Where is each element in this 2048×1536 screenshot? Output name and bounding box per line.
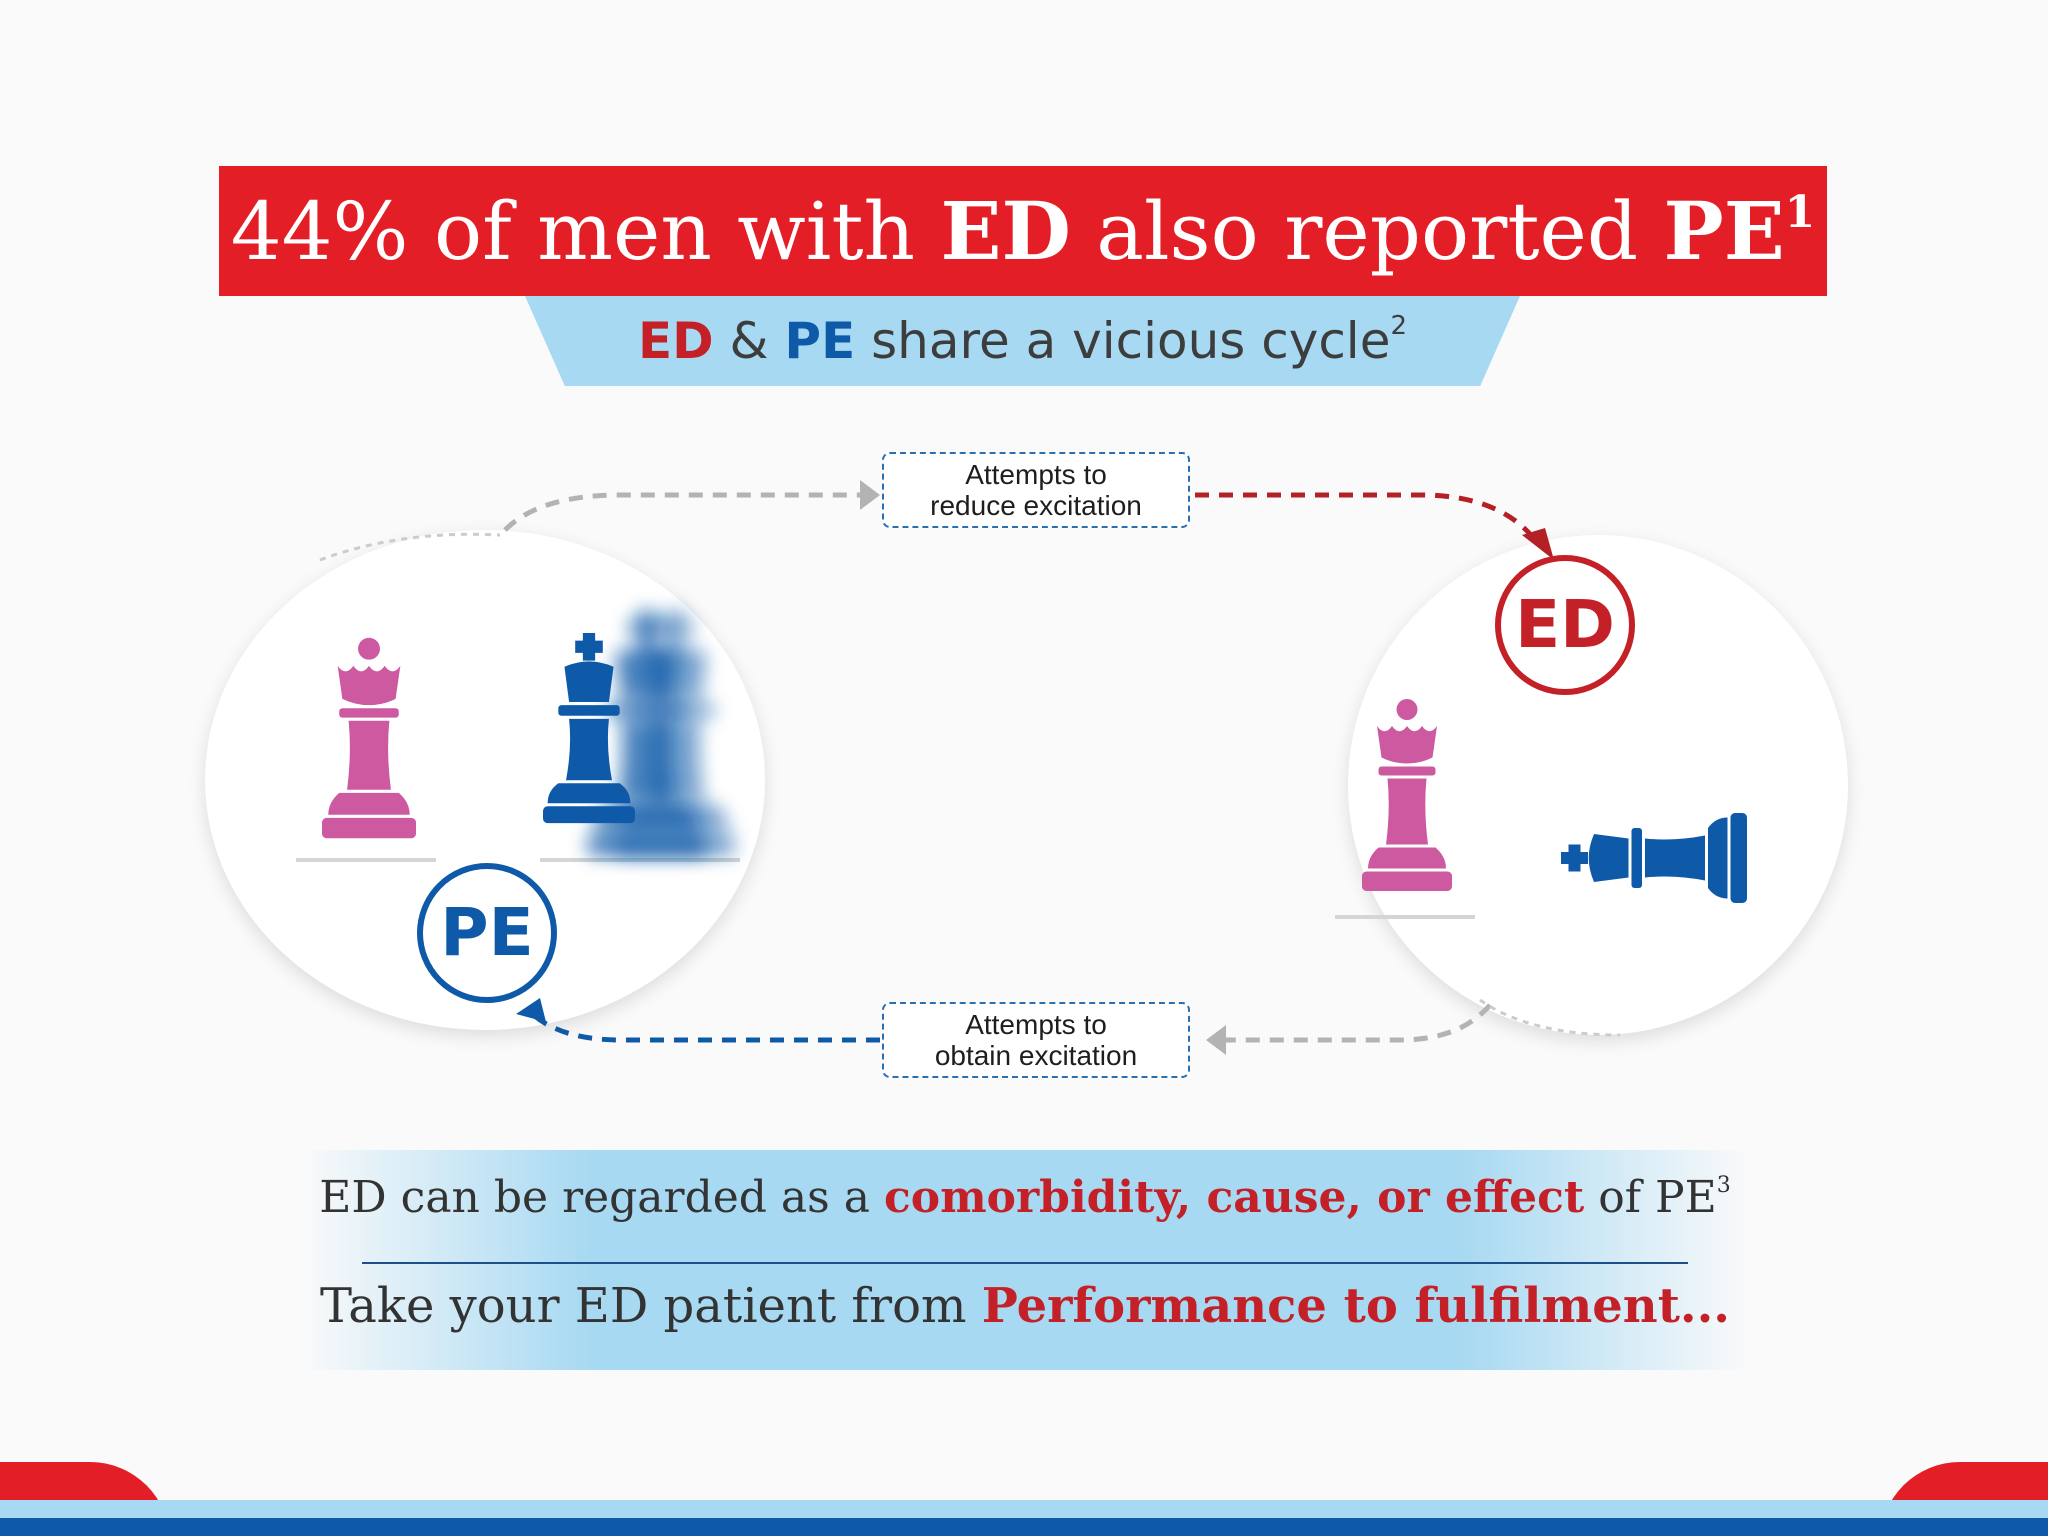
headline-prefix: 44% of men with — [230, 185, 941, 278]
comorbidity-suffix: of PE — [1584, 1172, 1717, 1223]
left-floor-shadow — [296, 858, 436, 862]
right-circle-arc-hint — [1479, 998, 1621, 1037]
reduce-excitation-label: Attempts to reduce excitation — [882, 452, 1190, 528]
comorbidity-highlight: comorbidity, cause, or effect — [883, 1172, 1585, 1223]
bottom-left-arc — [528, 1010, 880, 1043]
headline-pe: PE — [1663, 184, 1785, 278]
headline-middle: also reported — [1070, 185, 1664, 278]
pe-badge: PE — [417, 863, 557, 1003]
right-queen-piece-icon — [1362, 699, 1452, 891]
tagline-prefix: Take your ED patient from — [319, 1278, 982, 1334]
comorbidity-prefix: ED can be regarded as a — [319, 1172, 884, 1223]
top-grey-arrowhead — [860, 480, 880, 510]
obtain-label-line2: obtain excitation — [934, 1040, 1138, 1071]
headline-reference: 1 — [1784, 187, 1816, 238]
obtain-excitation-label: Attempts to obtain excitation — [882, 1002, 1190, 1078]
top-right-arc — [1195, 492, 1537, 542]
top-red-arrowhead — [1522, 528, 1554, 560]
obtain-label-line1: Attempts to — [965, 1009, 1107, 1040]
headline-ed: ED — [940, 184, 1071, 278]
info-panel: ED can be regarded as a comorbidity, cau… — [300, 1150, 1750, 1370]
footer-dark-band — [0, 1518, 2048, 1536]
comorbidity-reference: 3 — [1716, 1173, 1731, 1198]
subheading-pe: PE — [784, 312, 856, 370]
left-floor-shadow-2 — [540, 858, 740, 862]
footer-light-band — [0, 1500, 2048, 1522]
bottom-blue-arrowhead — [516, 998, 546, 1022]
tagline: Take your ED patient from Performance to… — [300, 1278, 1750, 1334]
reduce-label-line2: reduce excitation — [930, 490, 1142, 521]
headline-banner: 44% of men with ED also reported PE1 — [219, 166, 1827, 296]
toppled-king-icon — [1561, 813, 1747, 903]
bottom-right-arc — [1225, 1003, 1492, 1043]
info-divider — [362, 1262, 1688, 1264]
comorbidity-statement: ED can be regarded as a comorbidity, cau… — [300, 1172, 1750, 1223]
subheading-bar: ED & PE share a vicious cycle2 — [525, 296, 1520, 386]
bottom-grey-arrowhead — [1206, 1025, 1226, 1055]
subheading-ampersand: & — [713, 312, 785, 370]
left-circle-arc-hint — [319, 532, 501, 562]
right-floor-shadow — [1335, 915, 1475, 919]
subheading-ed: ED — [637, 312, 714, 370]
subheading-text: share a vicious cycle — [855, 312, 1391, 370]
subheading-reference: 2 — [1390, 311, 1408, 341]
reduce-label-line1: Attempts to — [965, 459, 1107, 490]
queen-piece-icon — [322, 637, 416, 839]
top-left-arc — [503, 492, 865, 532]
tagline-highlight: Performance to fulfilment... — [981, 1278, 1730, 1334]
ed-badge: ED — [1495, 555, 1635, 695]
